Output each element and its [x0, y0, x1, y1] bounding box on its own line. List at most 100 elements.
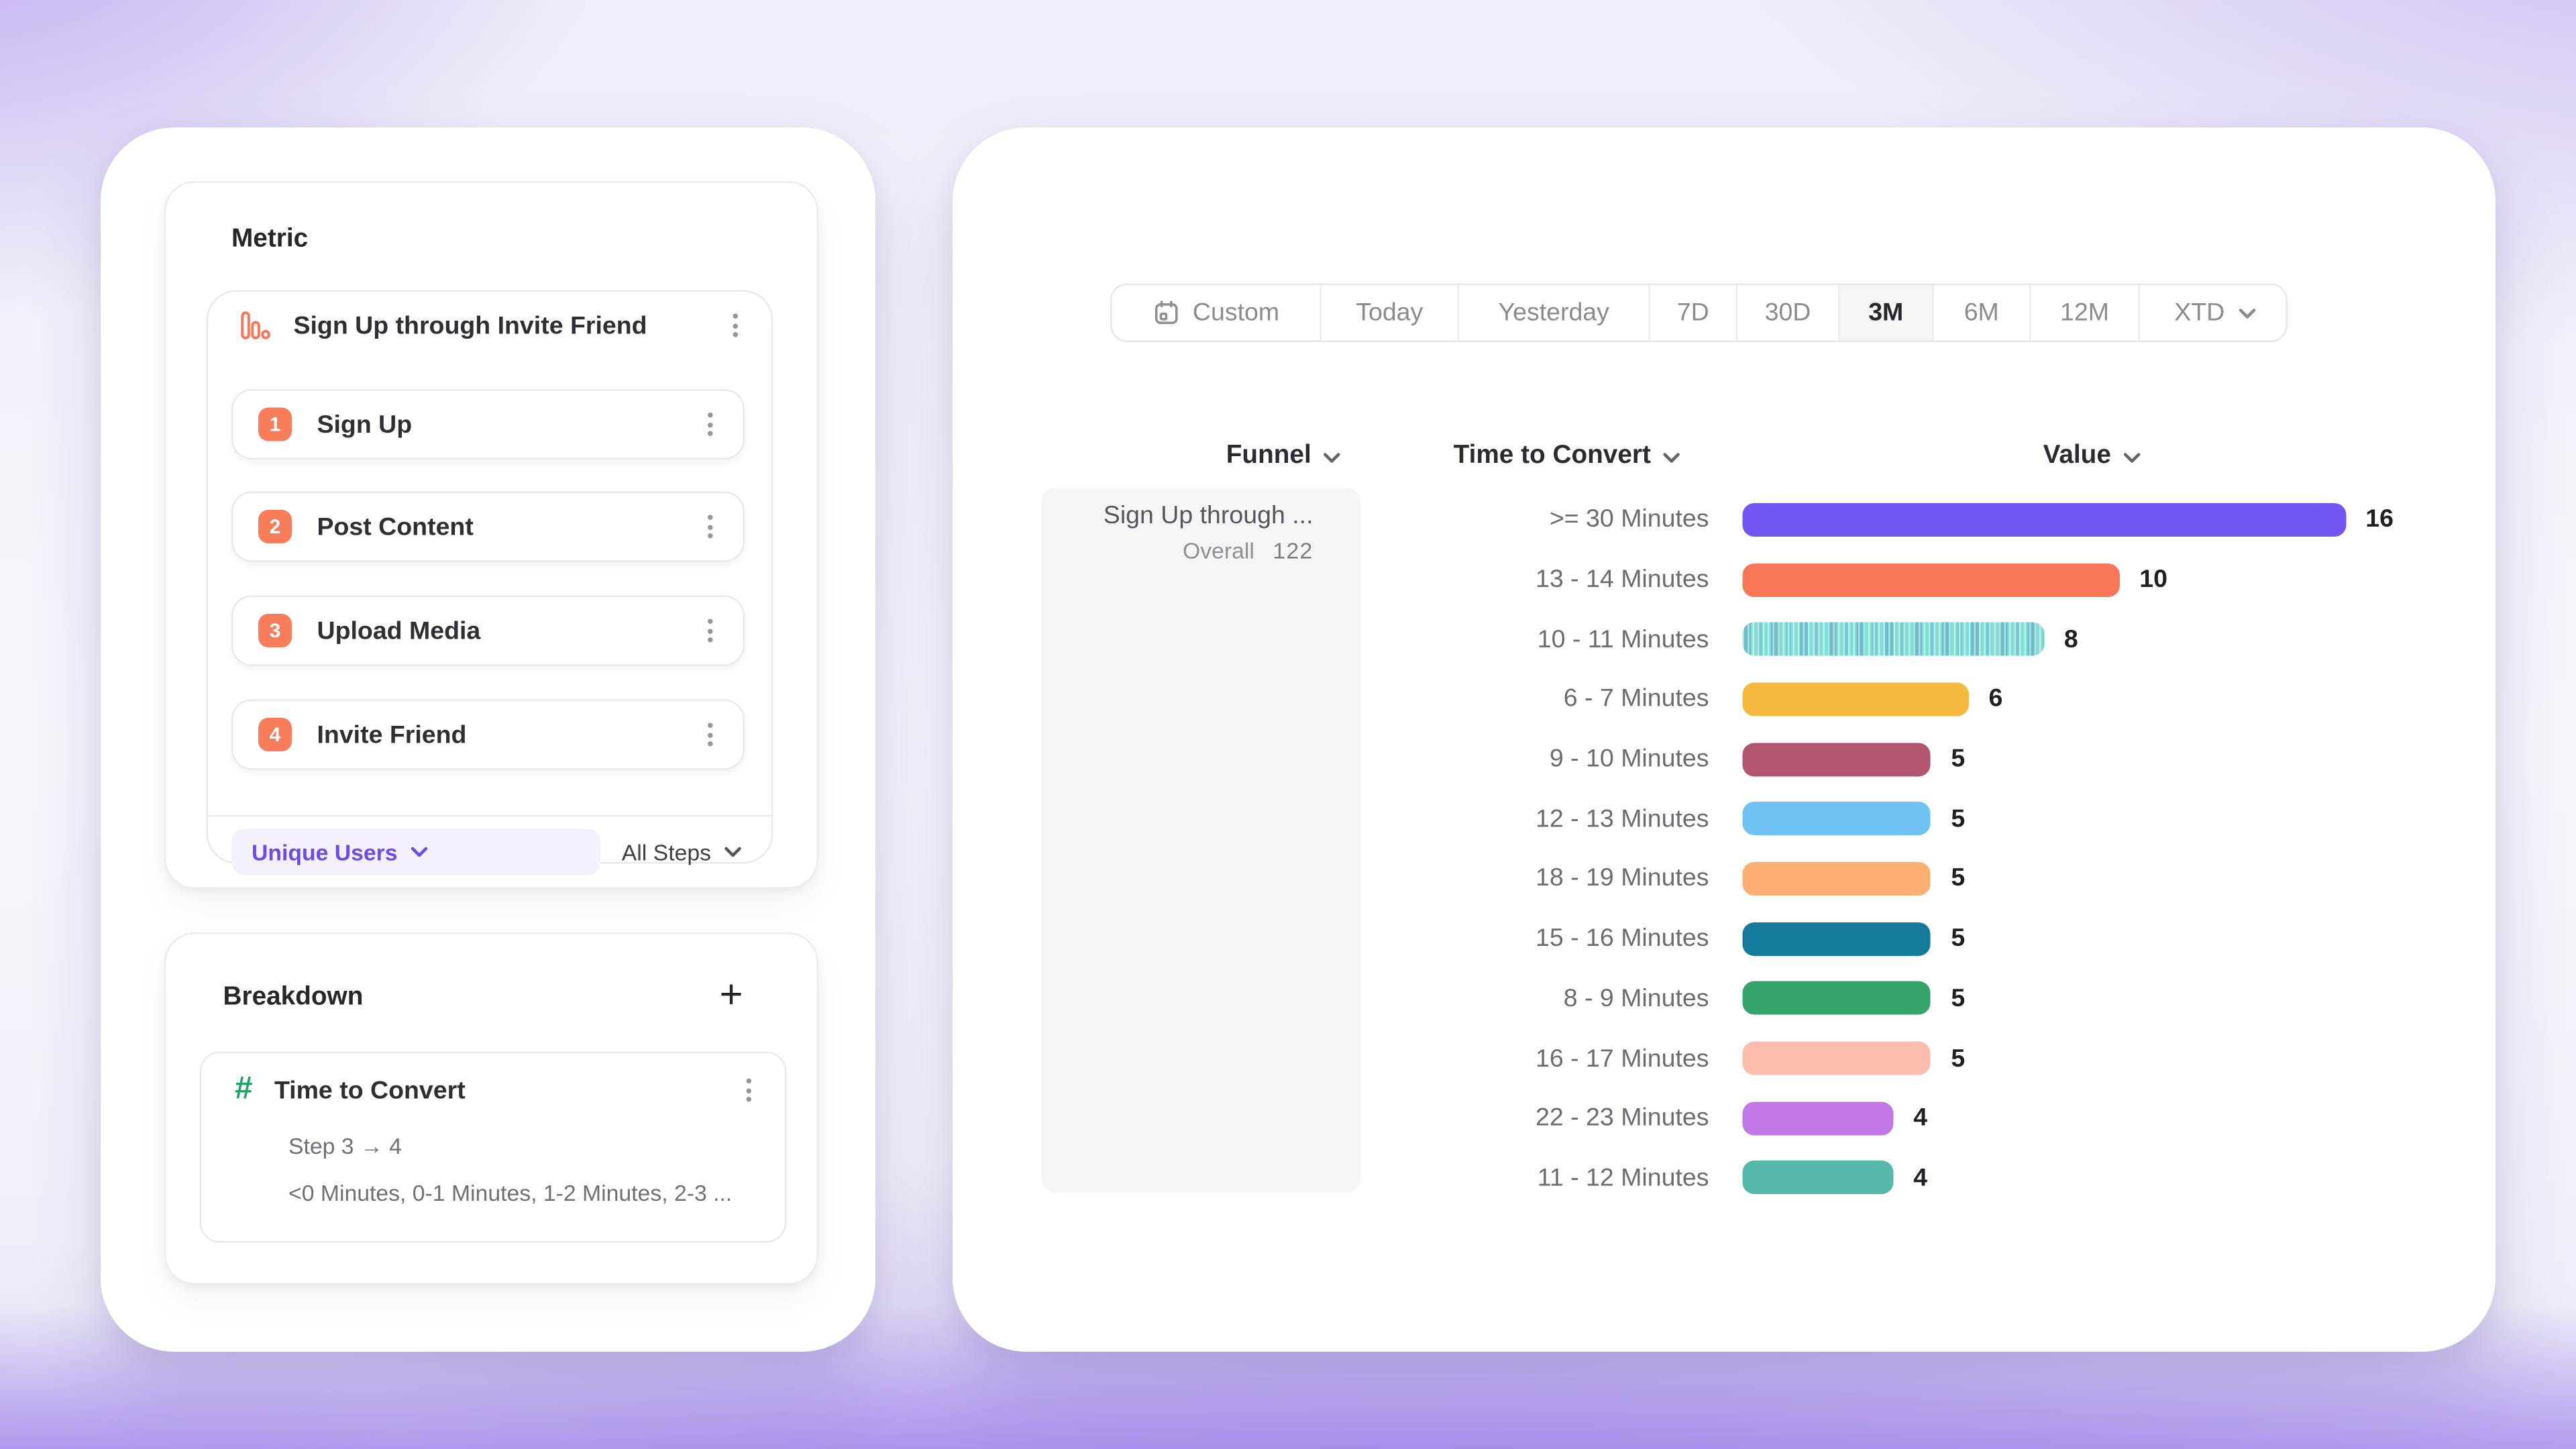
- kebab-menu-icon[interactable]: [727, 307, 745, 344]
- bar-value: 5: [1951, 984, 1966, 1013]
- overall-value: 122: [1273, 538, 1313, 564]
- bar-value: 4: [1913, 1104, 1928, 1133]
- bar-value: 5: [1951, 804, 1966, 833]
- chevron-down-icon: [1662, 453, 1680, 463]
- bar-chart-icon: [241, 311, 270, 339]
- kebab-menu-icon[interactable]: [701, 716, 720, 753]
- value-bar[interactable]: [1742, 742, 1931, 776]
- value-bar[interactable]: [1742, 623, 2044, 657]
- chart-row: 9 - 10 Minutes 5: [1392, 729, 2499, 789]
- value-bar[interactable]: [1742, 1101, 1894, 1135]
- chart-row: 6 - 7 Minutes 6: [1392, 669, 2499, 729]
- value-bar[interactable]: [1742, 981, 1931, 1016]
- step-number-badge: 4: [258, 718, 292, 751]
- chart-row: 15 - 16 Minutes 5: [1392, 909, 2499, 969]
- steps-filter-dropdown[interactable]: All Steps: [622, 828, 741, 875]
- bucket-label: 12 - 13 Minutes: [1536, 804, 1709, 833]
- bucket-label: 16 - 17 Minutes: [1536, 1044, 1709, 1073]
- chart-row: 11 - 12 Minutes 4: [1392, 1148, 2499, 1208]
- value-bar[interactable]: [1742, 502, 2346, 537]
- step-number-badge: 3: [258, 614, 292, 647]
- funnel-step-row[interactable]: 2 Post Content: [231, 491, 745, 562]
- bucket-label: 22 - 23 Minutes: [1536, 1104, 1709, 1133]
- bar-value: 5: [1951, 924, 1966, 953]
- date-range-option-30d[interactable]: 30D: [1737, 285, 1840, 341]
- funnel-title: Sign Up through Invite Friend: [293, 311, 647, 340]
- breakdown-heading: Breakdown: [223, 983, 364, 1012]
- value-bar[interactable]: [1742, 802, 1931, 836]
- add-breakdown-button[interactable]: +: [719, 973, 743, 1018]
- value-bar[interactable]: [1742, 682, 1969, 716]
- value-bar[interactable]: [1742, 922, 1931, 956]
- date-range-option-7d[interactable]: 7D: [1650, 285, 1737, 341]
- kebab-menu-icon[interactable]: [701, 508, 720, 545]
- chevron-down-icon: [724, 847, 741, 857]
- chart-row: 13 - 14 Minutes 10: [1392, 549, 2499, 609]
- funnel-cell[interactable]: Sign Up through ... Overall 122: [1041, 488, 1360, 1193]
- date-range-option-6m[interactable]: 6M: [1934, 285, 2031, 341]
- bucket-label: 18 - 19 Minutes: [1536, 864, 1709, 894]
- value-bar[interactable]: [1742, 861, 1931, 896]
- date-range-option-xtd[interactable]: XTD: [2140, 285, 2286, 341]
- funnel-step-row[interactable]: 1 Sign Up: [231, 389, 745, 460]
- funnel-step-row[interactable]: 4 Invite Friend: [231, 699, 745, 770]
- chart-row: >= 30 Minutes 16: [1392, 490, 2499, 549]
- bucket-label: 6 - 7 Minutes: [1563, 685, 1709, 714]
- chevron-down-icon: [2123, 453, 2140, 463]
- bar-value: 10: [2139, 565, 2167, 594]
- date-range-option-label: 6M: [1964, 299, 1999, 327]
- chart-row: 12 - 13 Minutes 5: [1392, 789, 2499, 849]
- bucket-label: 13 - 14 Minutes: [1536, 565, 1709, 594]
- bucket-label: 9 - 10 Minutes: [1549, 745, 1709, 773]
- step-label: Upload Media: [317, 616, 481, 645]
- steps-filter-label: All Steps: [621, 839, 711, 865]
- column-header-label: Time to Convert: [1453, 441, 1651, 470]
- step-label: Invite Friend: [317, 720, 467, 749]
- bar-value: 16: [2365, 505, 2394, 534]
- chevron-down-icon: [411, 847, 428, 857]
- step-number-badge: 2: [258, 510, 292, 543]
- column-header-label: Funnel: [1226, 441, 1311, 470]
- overall-label: Overall: [1183, 538, 1254, 564]
- breakdown-title: Time to Convert: [274, 1075, 466, 1105]
- funnel-cell-title: Sign Up through ...: [1103, 501, 1313, 531]
- chevron-down-icon: [2238, 308, 2255, 318]
- date-range-option-12m[interactable]: 12M: [2031, 285, 2140, 341]
- date-range-option-label: 30D: [1764, 299, 1811, 327]
- footer-divider: [208, 815, 771, 817]
- value-bar[interactable]: [1742, 1041, 1931, 1075]
- date-range-option-label: Today: [1356, 299, 1424, 327]
- breakdown-property-box[interactable]: # Time to Convert Step 3 → 4 <0 Minutes,…: [199, 1051, 787, 1243]
- calendar-icon: [1155, 301, 1178, 325]
- date-range-option-custom[interactable]: Custom: [1112, 285, 1322, 341]
- value-bar[interactable]: [1742, 1161, 1894, 1195]
- date-range-option-3m[interactable]: 3M: [1839, 285, 1934, 341]
- measurement-dropdown[interactable]: Unique Users: [231, 828, 600, 875]
- chart-row: 22 - 23 Minutes 4: [1392, 1088, 2499, 1148]
- kebab-menu-icon[interactable]: [701, 612, 720, 649]
- metric-card: Metric Sign Up through Invite Friend 1 Si…: [164, 181, 818, 889]
- column-header-breakdown[interactable]: Time to Convert: [1454, 439, 1680, 473]
- funnel-title-row[interactable]: Sign Up through Invite Friend: [208, 292, 771, 359]
- date-range-option-yesterday[interactable]: Yesterday: [1459, 285, 1650, 341]
- bar-value: 6: [1988, 685, 2003, 714]
- date-range-option-label: 3M: [1868, 299, 1904, 327]
- bucket-label: 10 - 11 Minutes: [1537, 625, 1709, 654]
- kebab-menu-icon[interactable]: [740, 1072, 759, 1109]
- chart-row: 18 - 19 Minutes 5: [1392, 849, 2499, 908]
- step-label: Post Content: [317, 512, 474, 541]
- column-header-value[interactable]: Value: [2043, 439, 2140, 473]
- kebab-menu-icon[interactable]: [701, 406, 720, 443]
- date-range-option-label: XTD: [2174, 299, 2225, 327]
- breakdown-buckets: <0 Minutes, 0-1 Minutes, 1-2 Minutes, 2-…: [288, 1181, 733, 1206]
- value-bar[interactable]: [1742, 562, 2120, 596]
- date-range-option-today[interactable]: Today: [1322, 285, 1459, 341]
- chevron-down-icon: [1323, 453, 1340, 463]
- measurement-label: Unique Users: [252, 839, 398, 865]
- report-panel: Custom Today Yesterday 7D 30D 3M 6M 12M XTD Funn…: [953, 127, 2496, 1352]
- step-label: Sign Up: [317, 410, 413, 439]
- bucket-label: 15 - 16 Minutes: [1536, 924, 1709, 953]
- column-header-funnel[interactable]: Funnel: [1226, 439, 1340, 473]
- funnel-step-row[interactable]: 3 Upload Media: [231, 595, 745, 666]
- bucket-label: 8 - 9 Minutes: [1563, 984, 1709, 1013]
